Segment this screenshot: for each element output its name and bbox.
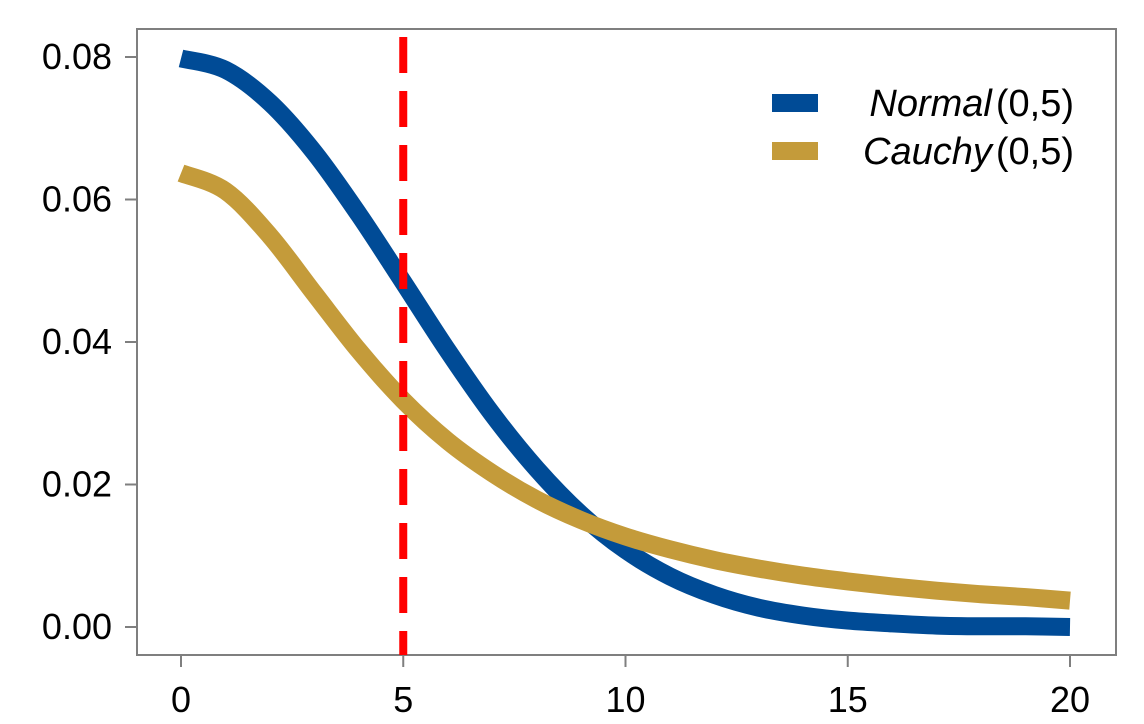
y-axis: 0.00 0.02 0.04 0.06 0.08 [42,36,137,647]
legend-label-normal: Normal (0,5) [869,83,1074,125]
x-tick-label: 10 [605,679,645,720]
legend: Normal (0,5)Cauchy (0,5) [772,83,1074,173]
y-tick-label: 0.08 [42,36,112,77]
series-line-cauchy [177,164,1071,610]
legend-series-param: (0,5) [996,83,1074,125]
legend-label-cauchy: Cauchy (0,5) [863,131,1074,173]
y-tick-label: 0.04 [42,321,112,362]
x-tick-label: 0 [171,679,191,720]
legend-series-name: Cauchy [863,131,994,173]
x-tick-label: 15 [828,679,868,720]
x-tick-label: 5 [393,679,413,720]
y-tick-label: 0.06 [42,179,112,220]
legend-series-name: Normal [869,83,993,125]
y-tick-label: 0.02 [42,464,112,505]
series-layer [177,49,1071,636]
x-tick-label: 20 [1050,679,1090,720]
legend-series-param: (0,5) [996,131,1074,173]
y-tick-label: 0.00 [42,606,112,647]
x-axis: 0 5 10 15 20 [171,655,1090,720]
